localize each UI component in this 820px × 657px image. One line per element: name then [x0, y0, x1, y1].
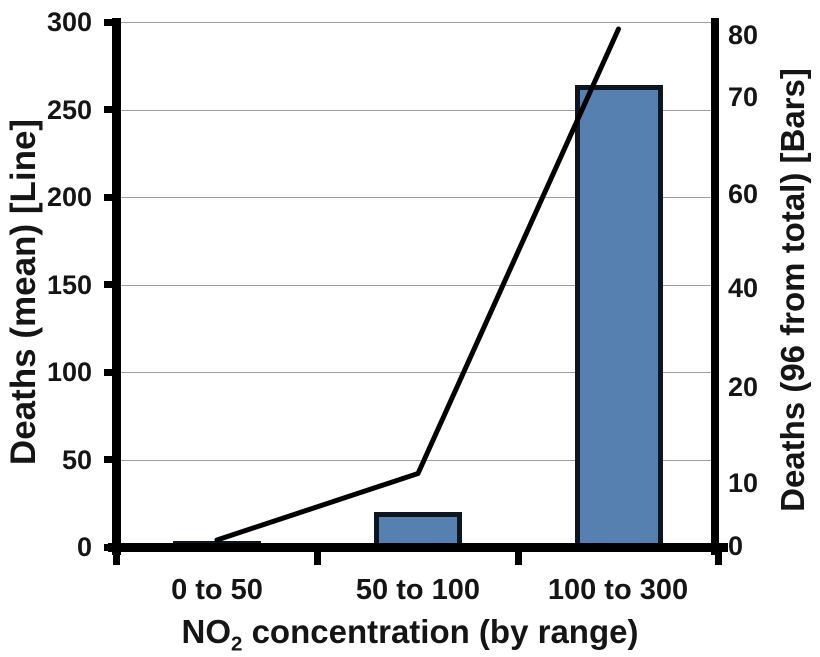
y-axis-left-title: Deaths (mean) [Line] [4, 118, 43, 466]
left-tick [104, 368, 116, 376]
left-tick [104, 456, 116, 463]
left-tick-label: 300 [46, 7, 92, 37]
right-tick-label: 60 [728, 179, 759, 209]
x-axis-title-prefix: NO [181, 613, 232, 650]
right-tick-label: 40 [728, 273, 759, 303]
category-label: 0 to 50 [171, 574, 263, 606]
left-tick-label: 250 [46, 94, 92, 125]
plot-area [120, 22, 711, 551]
x-tick [113, 552, 120, 565]
gridline [120, 284, 711, 286]
left-tick-label: 150 [46, 269, 92, 300]
x-tick [715, 552, 722, 565]
x-axis-category-labels: 0 to 50 50 to 100 100 to 300 [117, 576, 718, 608]
y-axis-left-labels: 300 250 200 150 100 50 0 [0, 7, 95, 562]
gridline [120, 197, 711, 198]
right-tick-label: 70 [728, 82, 759, 112]
left-tick [104, 543, 116, 551]
y-axis-right-title: Deaths (96 from total) [Bars] [774, 68, 811, 512]
category-label: 50 to 100 [355, 574, 481, 606]
left-tick [104, 281, 116, 288]
bar [574, 85, 663, 551]
x-tick [314, 552, 321, 565]
x-axis-title-rest: concentration (by range) [242, 613, 639, 650]
left-tick [104, 106, 116, 113]
y-axis-right-line [711, 18, 719, 555]
left-tick-label: 200 [46, 182, 92, 212]
gridline [120, 22, 711, 23]
category-label: 100 to 300 [547, 574, 689, 606]
left-tick-label: 100 [46, 357, 92, 387]
gridline [120, 109, 711, 111]
gridline [120, 459, 711, 461]
line-series [214, 26, 621, 543]
left-tick-label: 0 [76, 532, 92, 562]
y-axis-right-labels: 80 70 60 40 20 10 0 [728, 20, 808, 561]
right-tick-label: 20 [728, 372, 759, 402]
x-tick [515, 552, 522, 565]
x-axis-title: NO2 concentration (by range) [0, 612, 820, 657]
left-tick [104, 19, 116, 26]
x-axis-title-subscript: 2 [231, 632, 243, 656]
right-tick-label: 80 [728, 20, 759, 50]
x-axis-line [108, 543, 728, 552]
right-tick-label: 0 [728, 531, 744, 561]
left-tick [104, 193, 116, 201]
left-tick-label: 50 [61, 444, 92, 475]
y-axis-left-line [112, 18, 121, 555]
gridline [120, 372, 711, 373]
right-tick-label: 10 [728, 468, 759, 498]
